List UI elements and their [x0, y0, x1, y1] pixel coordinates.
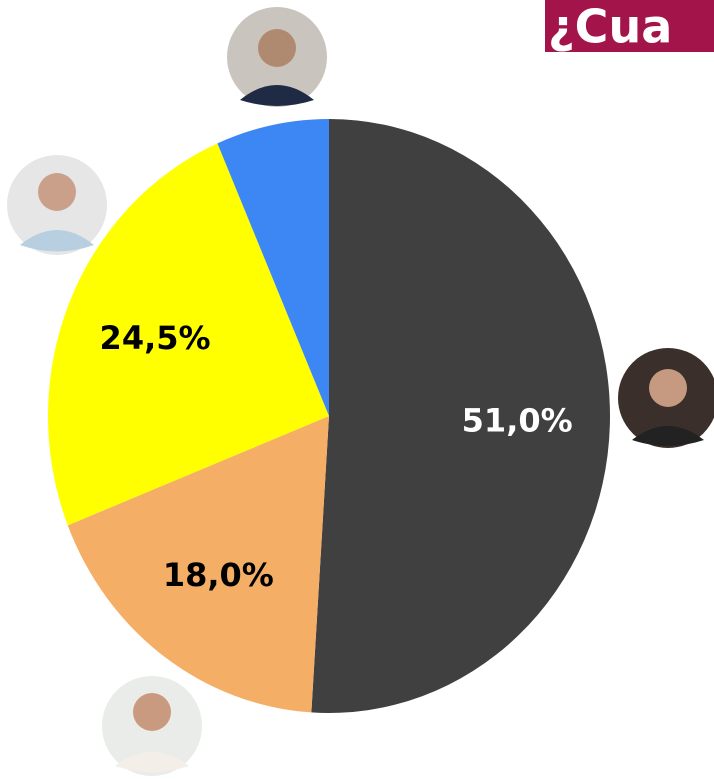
slice [67, 416, 329, 713]
logo-text: ¿Cua [548, 0, 672, 54]
value-label: 18,0% [163, 556, 274, 594]
logo-box [545, 0, 714, 52]
avatars [7, 7, 714, 776]
avatar [102, 676, 202, 776]
slice [217, 119, 329, 416]
avatar [7, 155, 107, 255]
value-label: 51,0% [462, 401, 573, 439]
value-label: 24,5% [100, 319, 211, 357]
slice [311, 119, 611, 714]
avatar [227, 7, 327, 107]
avatar [618, 348, 714, 448]
slice [48, 143, 330, 526]
pie [48, 119, 611, 714]
